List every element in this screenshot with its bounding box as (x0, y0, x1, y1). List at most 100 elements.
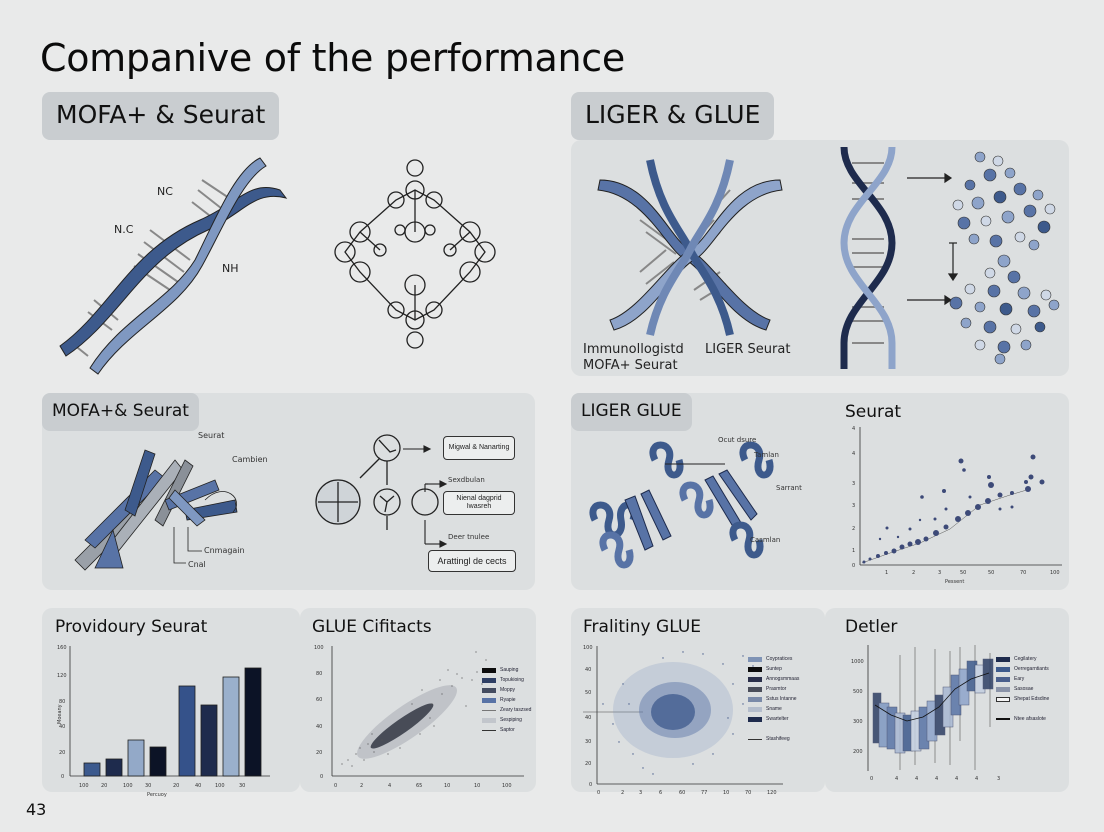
caption-immunologist: Immunollogistd (583, 342, 684, 357)
svg-text:4: 4 (388, 783, 391, 789)
svg-text:1000: 1000 (851, 659, 864, 665)
providoury-bar-chart: 160 120 80 40 20 0 100 20 100 30 20 40 100 30 Percuo… (57, 645, 270, 798)
svg-text:100: 100 (1050, 570, 1060, 576)
flow-box-label: Nienal dagprid Iwasreh (456, 494, 502, 510)
svg-text:3: 3 (997, 776, 1000, 782)
legend-label: Moppy (500, 687, 516, 693)
svg-text:65: 65 (416, 783, 422, 789)
svg-text:1: 1 (885, 570, 888, 576)
svg-text:40: 40 (585, 715, 591, 721)
legend-label: Swartelter (766, 716, 789, 722)
svg-text:300: 300 (853, 719, 863, 725)
caption-mofa-seurat: MOFA+ Seurat (583, 358, 678, 373)
helix-label: N.C (114, 223, 134, 236)
flow-label: Sexdbulan (448, 476, 485, 484)
svg-text:30: 30 (145, 783, 151, 789)
svg-text:4: 4 (935, 776, 938, 782)
fralitiny-legend: Coypratices Suntep Annogsmmaas Prasmtor … (748, 654, 799, 744)
svg-text:2: 2 (360, 783, 363, 789)
legend-label: Sstus Intanne (766, 696, 797, 702)
legend-label: Ryapie (500, 697, 516, 703)
legend-label: Suntep (766, 666, 782, 672)
svg-text:10: 10 (723, 790, 729, 796)
svg-text:3: 3 (852, 503, 855, 509)
fralitiny-scatter-panel (571, 608, 825, 792)
helix-label: NH (222, 262, 239, 275)
svg-text:70: 70 (1020, 570, 1026, 576)
svg-text:0: 0 (870, 776, 873, 782)
callout-lines (173, 527, 202, 564)
svg-text:0: 0 (334, 783, 337, 789)
flow-arrows (403, 445, 448, 548)
svg-text:40: 40 (316, 724, 322, 730)
svg-text:20: 20 (173, 783, 179, 789)
page-number: 43 (26, 800, 47, 819)
legend-label: Annogsmmaas (766, 676, 800, 682)
section-tag-mofa-seurat-2: MOFA+& Seurat (42, 393, 199, 431)
svg-text:40: 40 (59, 724, 65, 730)
svg-text:10: 10 (444, 783, 450, 789)
protein-label: Cnmagain (204, 546, 245, 555)
svg-text:2: 2 (621, 790, 624, 796)
svg-text:Pessent: Pessent (945, 579, 964, 585)
arrows-icon (907, 172, 959, 306)
chart-title-fralitiny: Fralitiny GLUE (583, 617, 702, 637)
protein-ribbon-icon (589, 441, 774, 569)
svg-text:4: 4 (955, 776, 958, 782)
svg-text:100: 100 (215, 783, 225, 789)
glue-scatter-chart: 100 80 60 40 20 0 0 2 4 65 10 10 100 (314, 645, 524, 789)
svg-text:20: 20 (316, 750, 322, 756)
legend-label: Oerregarntiants (1014, 666, 1049, 672)
protein-label: Sarrant (776, 484, 802, 492)
svg-text:Percuoy: Percuoy (147, 792, 167, 798)
svg-text:60: 60 (679, 790, 685, 796)
chart-title-seurat: Seurat (845, 402, 902, 422)
section-tag-mofa-seurat: MOFA+ & Seurat (42, 92, 280, 140)
svg-text:120: 120 (57, 673, 67, 679)
flow-diagram (315, 434, 439, 530)
vertical-dna-icon (840, 146, 896, 369)
svg-text:50: 50 (960, 570, 966, 576)
glue-scatter-panel (300, 608, 536, 792)
legend-label: Zeary taszsed (500, 707, 532, 713)
svg-text:50: 50 (988, 570, 994, 576)
legend-label: Ntee afsaslote (1014, 716, 1046, 722)
svg-text:200: 200 (853, 749, 863, 755)
svg-text:4: 4 (975, 776, 978, 782)
svg-text:0: 0 (852, 563, 855, 569)
svg-text:120: 120 (767, 790, 777, 796)
legend-label: Prasmtor (766, 686, 787, 692)
svg-text:20: 20 (585, 761, 591, 767)
svg-text:100: 100 (583, 645, 593, 651)
svg-text:3: 3 (938, 570, 941, 576)
svg-text:160: 160 (57, 645, 67, 651)
protein-label: Ocut dsure (718, 436, 757, 444)
svg-text:30: 30 (239, 783, 245, 789)
svg-text:4: 4 (915, 776, 918, 782)
legend-label: Stashifeeg (766, 736, 790, 742)
svg-text:0: 0 (597, 790, 600, 796)
protein-label: Cambien (232, 455, 268, 464)
protein-structure-icon (74, 449, 238, 571)
svg-text:3: 3 (852, 481, 855, 487)
svg-text:6: 6 (659, 790, 662, 796)
svg-text:40: 40 (585, 667, 591, 673)
fralitiny-scatter-chart: 100 40 50 40 30 20 0 0 2 3 6 60 77 10 70 120 (583, 645, 783, 796)
legend-label: Sespiping (500, 717, 522, 723)
svg-text:50: 50 (585, 690, 591, 696)
svg-text:4: 4 (852, 426, 855, 432)
svg-text:500: 500 (853, 689, 863, 695)
section-tag-liger-glue-2: LIGER GLUE (571, 393, 692, 431)
flow-box-label: Arattingl de cects (437, 555, 507, 566)
legend-label: Coypratices (766, 656, 793, 662)
molecule-cluster-icon (949, 151, 1060, 365)
flow-box: Arattingl de cects (428, 550, 516, 572)
svg-text:2: 2 (912, 570, 915, 576)
svg-text:40: 40 (195, 783, 201, 789)
chart-title-detler: Detler (845, 617, 898, 637)
svg-text:80: 80 (316, 671, 322, 677)
chart-title-providoury: Providoury Seurat (55, 617, 208, 637)
svg-text:60: 60 (316, 697, 322, 703)
protein-label: Tamlan (754, 451, 779, 459)
protein-label: Seurat (198, 431, 225, 440)
